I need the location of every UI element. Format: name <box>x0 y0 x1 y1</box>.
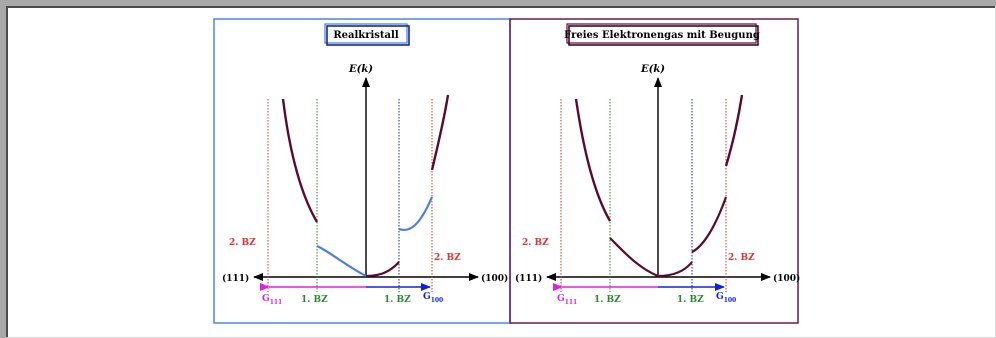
panel-title-box <box>566 23 757 44</box>
mid-band-right <box>398 196 434 232</box>
lower-band-right <box>657 261 693 278</box>
direction-111-label: (111) <box>222 273 249 284</box>
energy-axis-label: E(k) <box>640 64 665 75</box>
upper-band-left <box>574 98 612 222</box>
frame-shadow-left <box>6 6 8 338</box>
g100-label: G100 <box>423 292 443 304</box>
bz1-right-label: 1. BZ <box>384 295 411 305</box>
frame-border-top <box>0 0 996 6</box>
energy-axis-label: E(k) <box>348 64 373 75</box>
lower-band-left <box>316 245 367 277</box>
direction-111-label: (111) <box>515 273 542 284</box>
panel-free-electron-gas: Freies Elektronengas mit Beugung E(k) (1… <box>509 18 800 324</box>
bz1-left-label: 1. BZ <box>594 295 621 305</box>
bz2-left-label: 2. BZ <box>229 238 256 248</box>
bz1-left-label: 1. BZ <box>301 295 328 305</box>
panel-title-shadow <box>568 25 759 46</box>
bz2-right-label: 2. BZ <box>728 253 755 263</box>
lower-band-left <box>609 237 659 278</box>
upper-band-left <box>281 98 319 223</box>
g111-label: G111 <box>262 294 282 306</box>
upper-band-right <box>724 94 744 167</box>
lower-band-right <box>365 261 400 278</box>
panel-realkristall: Realkristall E(k) (111) (100) 2. BZ 2. B… <box>213 18 511 324</box>
panel-title: Realkristall <box>333 30 398 41</box>
panel-title-box <box>324 23 408 44</box>
mid-band-right <box>691 196 728 253</box>
bz1-right-label: 1. BZ <box>677 295 704 305</box>
direction-100-label: (100) <box>773 273 800 284</box>
bz2-left-label: 2. BZ <box>522 238 549 248</box>
bz2-right-label: 2. BZ <box>434 253 461 263</box>
g100-label: G100 <box>716 292 736 304</box>
frame-shadow-top <box>6 6 996 8</box>
panel-title-shadow <box>326 25 410 46</box>
frame-border-left <box>0 0 6 338</box>
g111-label: G111 <box>557 294 577 306</box>
upper-band-right <box>430 94 450 171</box>
panel-title: Freies Elektronengas mit Beugung <box>564 30 760 41</box>
panel-border <box>509 18 799 324</box>
direction-100-label: (100) <box>481 273 508 284</box>
